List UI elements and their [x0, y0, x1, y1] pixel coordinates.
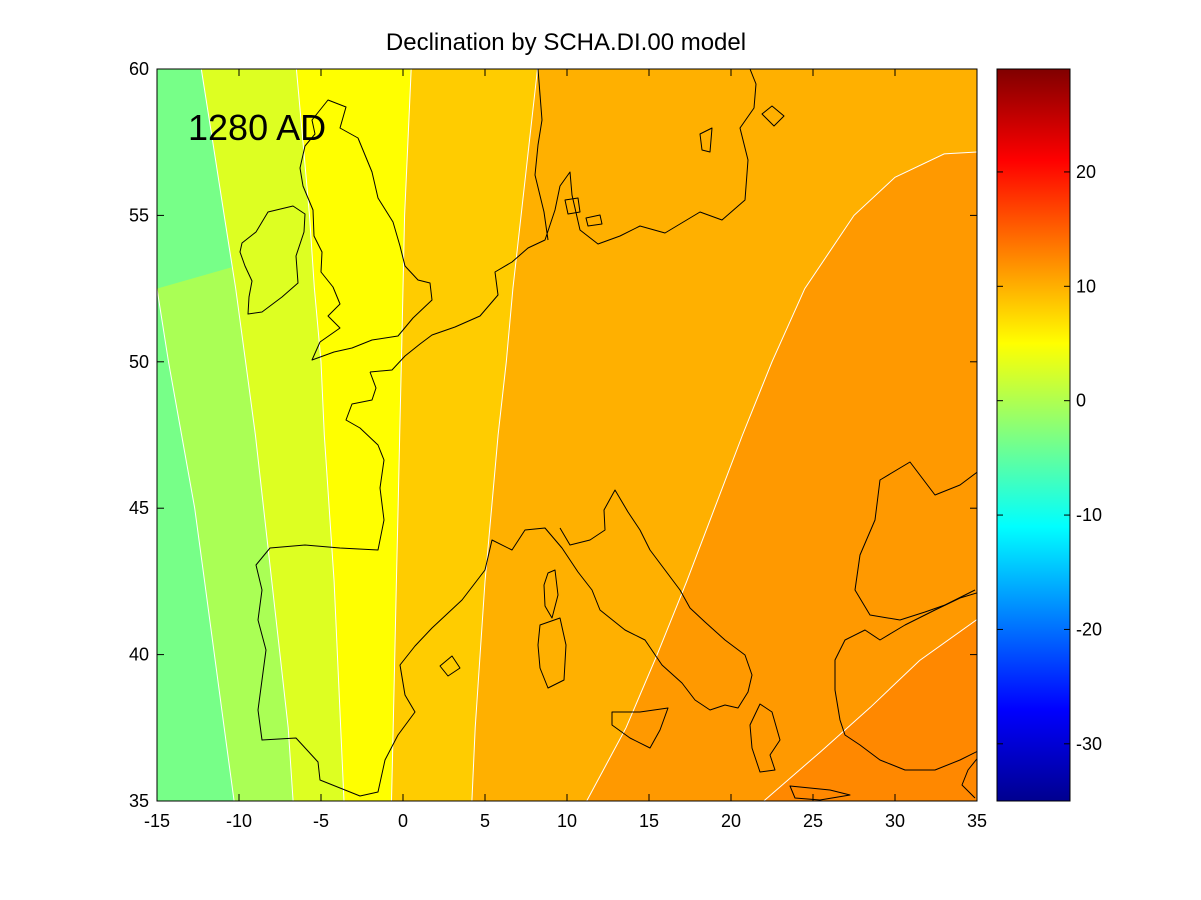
band-7	[763, 619, 977, 801]
x-axis: -15 -10 -5 0 5 10 15 20 25 30 35	[144, 69, 987, 831]
coastline-black-sea	[854, 461, 977, 621]
coastline-denmark	[564, 197, 603, 227]
x-tick-label-8: 25	[803, 811, 823, 831]
colorbar-tick-label-0: 20	[1076, 162, 1096, 182]
x-tick-label-10: 35	[967, 811, 987, 831]
coastline-sardinia	[537, 617, 567, 689]
coastline-corsica	[543, 569, 559, 619]
band-6	[586, 151, 977, 801]
x-tick-label-1: -10	[226, 811, 252, 831]
x-tick-label-4: 5	[480, 811, 490, 831]
x-tick-label-0: -15	[144, 811, 170, 831]
x-tick-label-6: 15	[639, 811, 659, 831]
y-axis: 35 40 45 50 55 60	[129, 59, 977, 811]
coastline-great-britain	[299, 99, 433, 361]
y-tick-label-3: 50	[129, 352, 149, 372]
contour-lines	[157, 69, 977, 801]
x-tick-label-5: 10	[557, 811, 577, 831]
coastline-crete	[789, 785, 851, 801]
coastline-sicily	[611, 707, 669, 749]
colorbar-tick-label-4: -20	[1076, 619, 1102, 639]
coastline-greece	[749, 703, 781, 773]
colorbar-gradient	[996, 68, 1071, 802]
x-tick-label-2: -5	[313, 811, 329, 831]
y-tick-label-5: 60	[129, 59, 149, 79]
coastline-ireland	[239, 205, 306, 315]
contour-line-2	[295, 69, 345, 801]
x-tick-label-7: 20	[721, 811, 741, 831]
y-tick-label-4: 55	[129, 205, 149, 225]
contour-line-0	[157, 288, 235, 801]
x-tick-label-9: 30	[885, 811, 905, 831]
colorbar-tick-label-3: -10	[1076, 505, 1102, 525]
epoch-annotation: 1280 AD	[188, 107, 326, 148]
coastline-east-med	[961, 757, 977, 799]
coastline-balearic	[439, 655, 461, 677]
coastline-gotland	[699, 127, 713, 153]
colorbar-tick-label-2: 0	[1076, 391, 1086, 411]
coastline-baltic	[761, 105, 785, 127]
coastline-france-iberia	[255, 69, 757, 797]
colorbar-ticks: 20 10 0 -10 -20 -30	[997, 162, 1102, 754]
y-tick-label-2: 45	[129, 498, 149, 518]
colorbar: 20 10 0 -10 -20 -30	[996, 68, 1102, 802]
y-tick-label-1: 40	[129, 645, 149, 665]
contour-line-1	[200, 69, 294, 801]
contour-line-6	[763, 619, 977, 801]
colorbar-tick-label-1: 10	[1076, 276, 1096, 296]
contour-line-5	[586, 151, 977, 801]
colorbar-tick-label-5: -30	[1076, 734, 1102, 754]
contour-bands	[157, 69, 977, 801]
chart-title: Declination by SCHA.DI.00 model	[386, 29, 746, 56]
contour-line-3	[391, 69, 412, 801]
coastline-mainland	[834, 592, 977, 771]
plot-area	[157, 69, 977, 801]
contour-line-4	[471, 69, 538, 801]
coastlines	[239, 69, 977, 801]
x-tick-label-3: 0	[398, 811, 408, 831]
y-tick-label-0: 35	[129, 791, 149, 811]
